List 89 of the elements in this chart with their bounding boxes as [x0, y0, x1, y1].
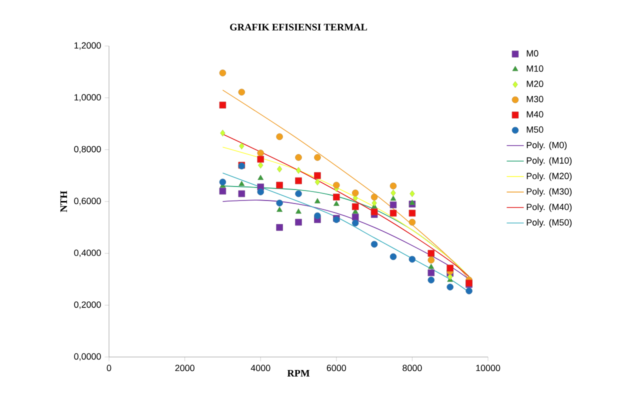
point	[314, 212, 321, 220]
point	[390, 196, 396, 201]
x-tick-label: 0	[106, 364, 112, 372]
point	[276, 224, 283, 231]
point	[238, 88, 246, 96]
point	[390, 210, 397, 217]
point	[295, 218, 302, 226]
point	[276, 166, 282, 172]
point	[314, 154, 321, 161]
point	[372, 200, 377, 206]
legend-label: M50	[526, 126, 544, 133]
point	[257, 150, 264, 156]
point	[333, 200, 340, 206]
point	[466, 288, 472, 294]
legend-label: M30	[526, 96, 544, 102]
point	[258, 174, 264, 180]
point	[314, 178, 320, 186]
point	[314, 172, 321, 179]
point	[296, 208, 302, 214]
point	[296, 167, 302, 174]
point	[352, 220, 359, 226]
point	[410, 190, 415, 198]
point	[390, 190, 396, 196]
point	[219, 178, 226, 186]
point	[276, 206, 283, 212]
y-tick-label: 1,2000	[74, 42, 101, 50]
point	[238, 180, 245, 186]
chart-title: GRAFIK EFISIENSI TERMAL	[230, 24, 367, 30]
point	[390, 253, 397, 260]
point	[390, 201, 397, 208]
point	[408, 210, 416, 217]
legend-label: Poly. (M30)	[526, 188, 572, 196]
legend-label: Poly. (M10)	[526, 157, 572, 166]
point	[219, 188, 226, 195]
point	[276, 200, 283, 206]
legend-label: Poly. (M40)	[526, 204, 572, 212]
point	[295, 177, 302, 184]
point	[295, 190, 302, 198]
point	[428, 269, 435, 276]
x-axis-title: RPM	[287, 370, 310, 376]
point	[352, 203, 359, 210]
y-axis-title: NTH	[60, 190, 67, 212]
point	[257, 156, 264, 163]
point	[276, 133, 283, 140]
point	[390, 182, 397, 190]
y-tick-label: 0,0000	[74, 353, 101, 361]
legend-label: Poly. (M50)	[526, 219, 572, 228]
point	[220, 130, 226, 136]
y-tick-label: 0,8000	[74, 146, 101, 154]
point	[257, 188, 264, 196]
point	[333, 194, 340, 200]
x-tick-label: 6000	[326, 364, 346, 372]
point	[428, 256, 435, 264]
legend-label: Poly. (M20)	[526, 172, 572, 181]
point	[295, 154, 302, 161]
y-tick-label: 1,0000	[74, 94, 101, 102]
point	[370, 240, 378, 248]
legend-label: M40	[526, 111, 544, 118]
point	[314, 198, 320, 204]
legend-label: M10	[526, 65, 544, 72]
point	[446, 284, 454, 290]
point	[219, 102, 226, 108]
y-tick-label: 0,6000	[74, 198, 101, 206]
y-tick-label: 0,4000	[74, 250, 101, 258]
x-tick-label: 2000	[175, 364, 194, 372]
point	[258, 162, 264, 169]
point	[352, 190, 359, 196]
point	[370, 208, 378, 216]
legend-label: M20	[526, 80, 544, 88]
legend-label: Poly. (M0)	[526, 142, 567, 150]
point	[408, 256, 416, 263]
point	[276, 182, 283, 189]
point	[352, 214, 359, 220]
point	[408, 218, 416, 226]
point	[219, 70, 226, 76]
x-tick-label: 4000	[250, 364, 270, 372]
point	[333, 182, 340, 189]
point	[446, 264, 454, 272]
point	[428, 250, 435, 257]
y-tick-label: 0,2000	[74, 301, 101, 309]
x-tick-label: 10000	[476, 364, 500, 372]
point	[428, 276, 435, 284]
point	[239, 142, 244, 150]
x-tick-label: 8000	[402, 364, 422, 372]
legend-label: M0	[526, 50, 538, 57]
point	[428, 264, 434, 269]
point	[370, 194, 378, 200]
point	[409, 200, 416, 205]
point	[238, 190, 246, 198]
